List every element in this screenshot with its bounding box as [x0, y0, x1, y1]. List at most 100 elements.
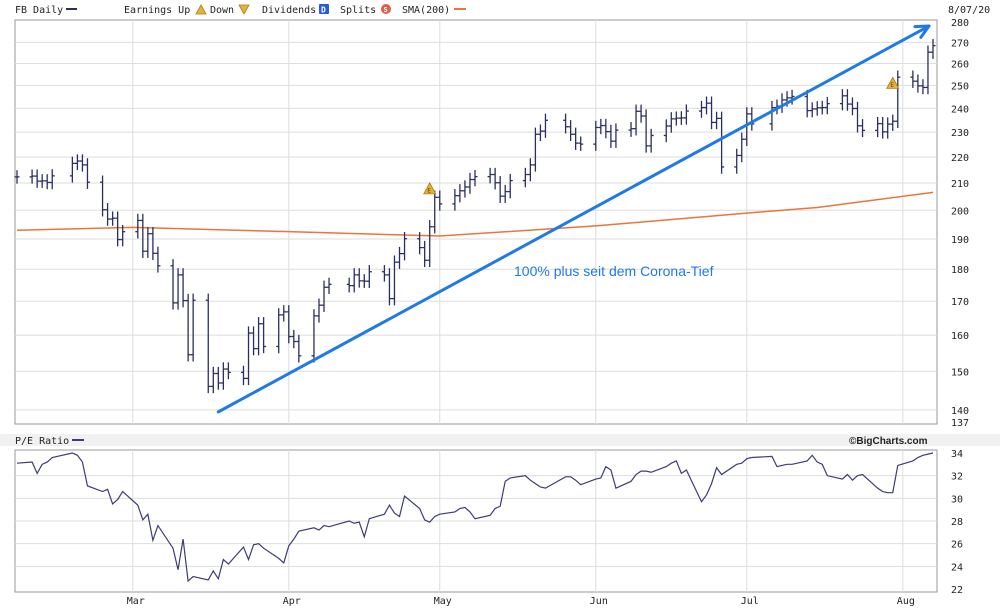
legend-dividends: Dividends	[262, 5, 316, 16]
chart-title: FB Daily	[15, 5, 63, 16]
price-bar	[311, 309, 317, 363]
sma-200-line	[16, 191, 934, 237]
price-bar	[220, 362, 226, 390]
trendline-annotation: 100% plus seit dem Corona-Tief	[514, 263, 714, 279]
price-bars	[14, 39, 936, 394]
price-y-tick-label: 170	[951, 297, 969, 308]
price-y-tick-label: 190	[951, 235, 969, 246]
pe-line-layer	[16, 452, 934, 583]
legend-splits: Splits	[340, 5, 376, 16]
price-bar	[261, 317, 267, 354]
price-bar	[698, 100, 704, 118]
price-y-tick-label: 180	[951, 265, 969, 276]
price-bar	[74, 154, 80, 171]
price-bar	[568, 120, 574, 142]
price-bar	[608, 124, 614, 148]
price-bar	[844, 89, 850, 111]
price-bar	[135, 213, 141, 239]
price-bar	[286, 305, 292, 344]
price-bar	[920, 79, 926, 95]
price-bar	[326, 277, 332, 295]
price-bar	[849, 97, 855, 116]
price-bar	[502, 184, 508, 203]
price-bar	[749, 107, 755, 131]
price-bar	[190, 293, 196, 362]
pe-y-tick-label: 26	[951, 540, 963, 551]
pe-y-tick-label: 22	[951, 585, 963, 596]
price-bar	[361, 274, 367, 288]
x-tick-label: Apr	[283, 596, 301, 607]
chart-date: 8/07/20	[948, 5, 990, 16]
price-bar	[890, 114, 896, 131]
price-bar	[885, 117, 891, 139]
price-bar	[633, 104, 639, 136]
x-tick-label: Aug	[897, 596, 915, 607]
legend-sma: SMA(200)	[402, 5, 450, 16]
price-bar	[804, 89, 810, 118]
price-bar	[930, 39, 936, 59]
price-bar	[628, 122, 634, 137]
price-bar	[175, 268, 181, 310]
price-bar	[180, 268, 186, 308]
price-bar	[256, 317, 262, 356]
earnings-marker-label: E	[890, 81, 894, 89]
price-y-tick-label: 250	[951, 81, 969, 92]
price-bar	[120, 224, 126, 247]
price-bar	[356, 268, 362, 288]
price-bar	[346, 277, 352, 293]
price-bar	[563, 113, 569, 134]
pe-y-tick-label: 28	[951, 517, 963, 528]
price-y-tick-label: 137	[951, 418, 969, 429]
price-bar	[39, 174, 45, 188]
price-y-tick-label: 240	[951, 104, 969, 115]
trendline-arrowhead	[913, 24, 931, 39]
price-bar	[819, 100, 825, 115]
price-bar	[452, 188, 458, 211]
earnings-marker-icon	[423, 182, 437, 195]
price-bar	[84, 158, 90, 189]
price-bar	[205, 293, 211, 394]
price-bar	[910, 70, 916, 88]
legend-down: Down	[210, 5, 234, 16]
price-bar	[613, 123, 619, 148]
dividends-marker: D	[321, 6, 326, 15]
price-bar	[895, 70, 901, 128]
price-y-tick-label: 140	[951, 406, 969, 417]
sma-layer	[16, 191, 934, 237]
price-grid	[15, 20, 937, 424]
price-bar	[875, 116, 881, 138]
price-bar	[573, 127, 579, 150]
price-bar	[719, 111, 725, 174]
price-bar	[814, 101, 820, 116]
price-bar	[663, 119, 669, 143]
price-y-tick-label: 280	[951, 18, 969, 29]
x-tick-label: Mar	[127, 596, 145, 607]
price-bar	[49, 169, 55, 190]
price-bar	[145, 227, 151, 258]
price-bar	[225, 362, 231, 380]
price-y-tick-label: 260	[951, 59, 969, 70]
price-bar	[432, 190, 438, 234]
x-tick-label: May	[434, 596, 452, 607]
price-bar	[537, 124, 543, 142]
price-bar	[487, 167, 493, 184]
pe-ratio-line	[16, 452, 934, 583]
price-bar	[140, 213, 146, 258]
price-bar	[603, 118, 609, 139]
price-bar	[276, 308, 282, 354]
price-bar	[386, 268, 392, 306]
credit-link[interactable]: ©BigCharts.com	[849, 436, 928, 447]
price-bar	[115, 211, 121, 247]
x-tick-label: Jul	[741, 596, 759, 607]
splits-marker: S	[384, 6, 388, 14]
price-bar	[29, 169, 35, 184]
price-bar	[427, 220, 433, 268]
pe-y-tick-label: 32	[951, 472, 963, 483]
price-y-tick-label: 220	[951, 153, 969, 164]
price-bar	[668, 112, 674, 133]
earnings-layer: EE	[423, 76, 900, 195]
price-bar	[240, 365, 246, 386]
price-y-tick-label: 160	[951, 331, 969, 342]
